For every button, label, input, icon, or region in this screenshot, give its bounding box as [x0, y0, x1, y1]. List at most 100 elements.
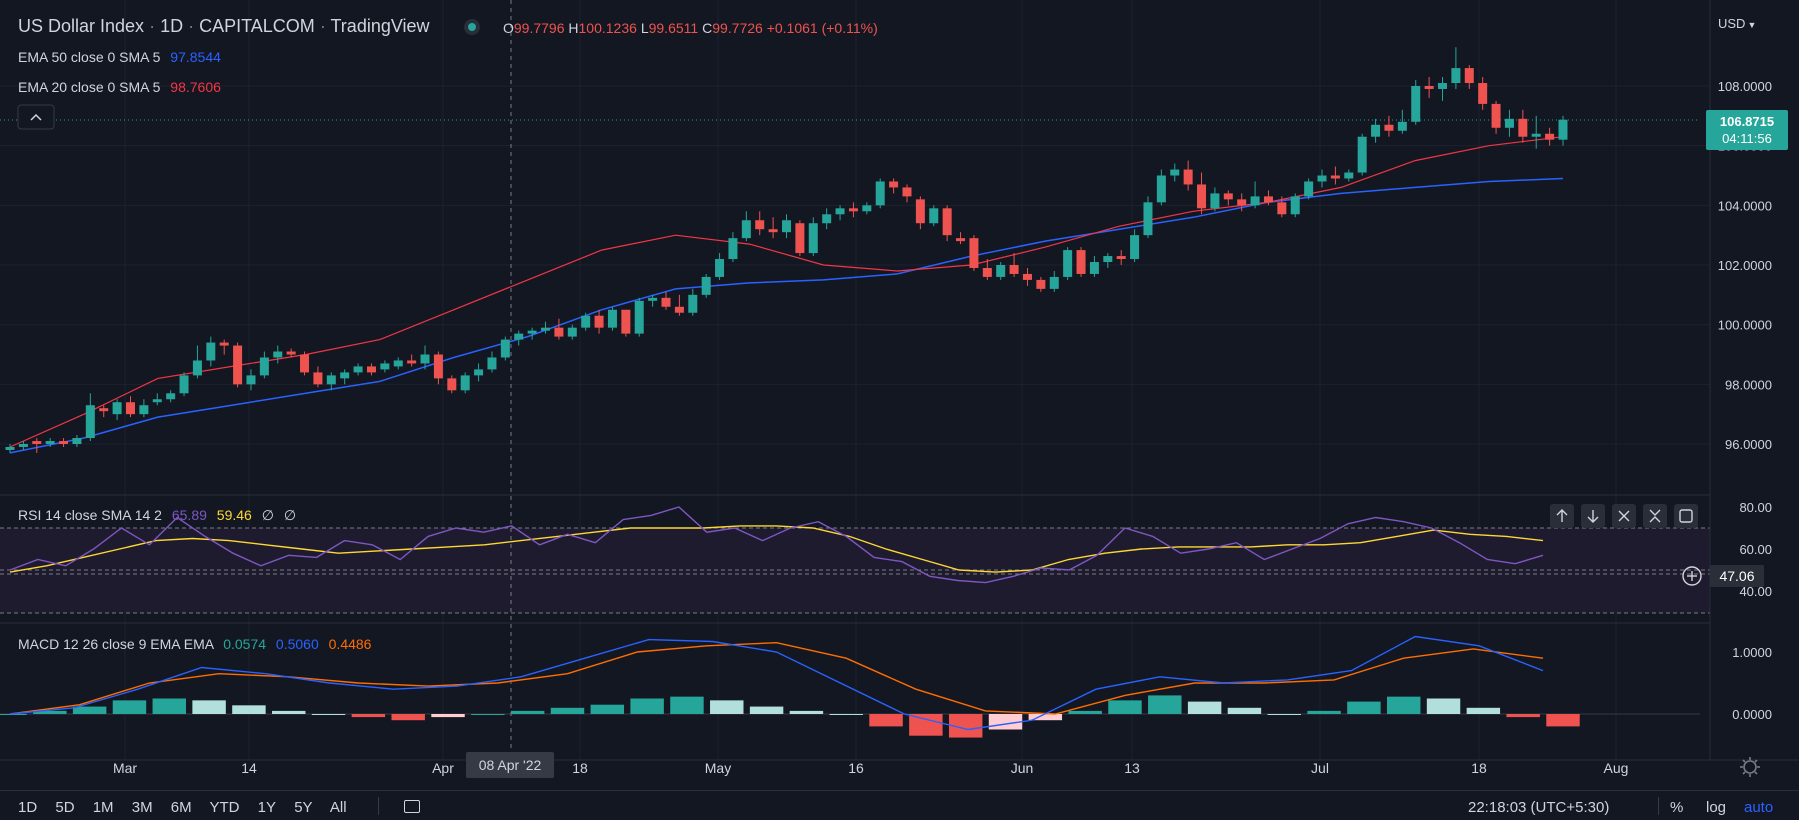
legend-ema50[interactable]: EMA 50 close 0 SMA 5 97.8544	[18, 49, 221, 65]
time-axis[interactable]: Mar 14 Apr 18 May 16 Jun 13 Jul 18 Aug	[113, 760, 1629, 776]
candle-body	[822, 214, 832, 224]
candle-body	[996, 265, 1006, 277]
collapse-legend-button[interactable]	[17, 104, 55, 130]
gear-icon	[1743, 760, 1757, 774]
range-3m[interactable]: 3M	[131, 799, 153, 816]
candle-body	[688, 294, 698, 313]
price-tick-label: 102.0000	[1718, 258, 1772, 273]
crosshair-date-label: 08 Apr '22	[479, 757, 542, 773]
collapse-legend-bg[interactable]	[17, 104, 55, 130]
candles	[5, 47, 1568, 453]
clock-label[interactable]: 22:18:03 (UTC+5:30)	[1468, 799, 1610, 816]
legend-rsi[interactable]: RSI 14 close SMA 14 2 65.89 59.46 ∅ ∅	[18, 507, 296, 524]
price-tick-label: 108.0000	[1718, 79, 1772, 94]
ema50-value: 97.8544	[170, 49, 221, 65]
settings-button[interactable]	[1740, 757, 1760, 777]
macd-hist-bar	[1386, 696, 1421, 714]
candle-body	[674, 306, 684, 313]
go-to-date-button[interactable]	[404, 798, 422, 814]
rsi-extra-2: ∅	[283, 507, 297, 523]
price-axis[interactable]: 108.0000106.0000104.0000102.0000100.0000…	[1718, 79, 1772, 452]
candle-body	[18, 444, 28, 447]
chevron-up-icon	[30, 113, 42, 121]
price-pane[interactable]	[0, 47, 1700, 454]
candle-body	[1531, 133, 1541, 137]
candle-body	[715, 259, 725, 277]
time-tick-label: Mar	[113, 760, 137, 776]
candle-body	[808, 223, 818, 254]
candle-body	[500, 339, 510, 358]
candle-body	[192, 360, 202, 376]
candle-body	[1438, 83, 1448, 89]
time-tick-label: 16	[848, 760, 864, 776]
crosshair-date-bg	[466, 752, 554, 778]
currency-selector[interactable]: USD ▼	[1718, 16, 1756, 31]
macd-hist-bar	[948, 714, 983, 738]
maximize-pane-button[interactable]	[1674, 504, 1698, 528]
candle-body	[889, 181, 899, 188]
macd-hist-bar	[431, 714, 465, 718]
candle-body	[407, 360, 417, 364]
price-badge-bg	[1706, 110, 1788, 150]
macd-hist-bar	[72, 706, 107, 714]
range-5y[interactable]: 5Y	[294, 799, 313, 816]
macd-hist-bar	[232, 705, 266, 714]
range-1m[interactable]: 1M	[92, 799, 114, 816]
range-ytd[interactable]: YTD	[209, 799, 240, 816]
legend-ema20[interactable]: EMA 20 close 0 SMA 5 98.7606	[18, 79, 221, 95]
percent-toggle[interactable]: %	[1670, 799, 1684, 816]
candle-body	[1223, 193, 1233, 200]
legend-header: US Dollar Index · 1D · CAPITALCOM · Trad…	[18, 16, 430, 36]
candle-body	[701, 276, 711, 295]
time-tick-label: May	[705, 760, 731, 776]
candle-body	[728, 238, 738, 260]
range-1d[interactable]: 1D	[18, 799, 38, 816]
price-badge-value: 106.8715	[1720, 114, 1774, 129]
macd-tick-label: 0.0000	[1732, 707, 1772, 722]
log-toggle[interactable]: log	[1706, 799, 1727, 816]
macd-hist-bar	[1546, 714, 1580, 727]
macd-hist-bar	[152, 698, 187, 714]
auto-toggle[interactable]: auto	[1744, 799, 1774, 816]
macd-hist-bar	[33, 710, 67, 714]
calendar-icon	[404, 800, 420, 813]
ohlc-change: +0.1061 (+0.11%)	[766, 20, 878, 36]
candle-body	[1464, 68, 1474, 84]
rsi-sma-line	[9, 525, 1544, 573]
rsi-pane[interactable]	[0, 506, 1710, 614]
candle-body	[782, 220, 791, 233]
legend-macd[interactable]: MACD 12 26 close 9 EMA EMA 0.0574 0.5060…	[18, 636, 371, 652]
macd-hist-bar	[0, 714, 27, 715]
macd-hist-bar	[1347, 701, 1381, 714]
pane-controls[interactable]	[1550, 504, 1698, 528]
interval-label[interactable]: 1D	[160, 16, 184, 36]
macd-label: MACD 12 26 close 9 EMA EMA	[18, 636, 214, 652]
macd-pane[interactable]	[0, 635, 1700, 738]
candle-body	[1424, 86, 1434, 89]
source-label: TradingView	[330, 16, 430, 36]
range-1y[interactable]: 1Y	[257, 799, 277, 816]
symbol-name[interactable]: US Dollar Index	[18, 16, 145, 36]
range-6m[interactable]: 6M	[170, 799, 192, 816]
macd-axis[interactable]: 1.0000 0.0000	[1732, 645, 1772, 722]
collapse-pane-button[interactable]	[1643, 504, 1667, 528]
macd-hist-bar	[909, 714, 943, 736]
ohlc-low: 99.6511	[648, 20, 699, 36]
market-status-icon[interactable]	[464, 19, 480, 35]
add-indicator-button[interactable]	[1682, 566, 1702, 586]
price-tick-label: 98.0000	[1725, 377, 1772, 392]
candle-body	[59, 441, 69, 444]
price-badge-countdown: 04:11:56	[1722, 131, 1772, 146]
range-5d[interactable]: 5D	[55, 799, 75, 816]
range-all[interactable]: All	[329, 799, 347, 816]
macd-tick-label: 1.0000	[1732, 645, 1772, 660]
rsi-axis[interactable]: 80.00 60.00 40.00	[1739, 500, 1772, 599]
collapse-icon	[1649, 509, 1661, 523]
candle-body	[541, 327, 551, 331]
candle-body	[112, 402, 122, 415]
candle-body	[1330, 175, 1340, 179]
candle-body	[1518, 118, 1528, 137]
candle-body	[99, 408, 109, 412]
candle-body	[1451, 68, 1461, 84]
